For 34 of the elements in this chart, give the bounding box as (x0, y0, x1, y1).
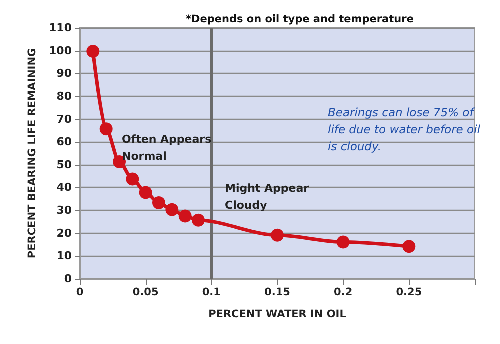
y-tick-label: 110 (49, 22, 72, 34)
point (100, 122, 113, 136)
y-tick-label: 40 (56, 181, 72, 194)
point (271, 228, 284, 242)
x-tick-label: 0.1 (202, 286, 221, 298)
y-tick-label: 70 (56, 112, 72, 126)
annotation: Might Appear Cloudy (225, 182, 313, 212)
text: *Depends on oil type and temperature (186, 14, 414, 26)
x-tick-label: 0.25 (396, 286, 422, 298)
point (192, 214, 205, 227)
x-tick-label: 0 (76, 286, 84, 298)
y-tick-label: 60 (56, 136, 72, 149)
y-tick-label: 30 (56, 204, 72, 218)
y-tick-label: 100 (49, 44, 72, 58)
y-tick-label: 90 (56, 67, 72, 80)
y-tick-label: 20 (56, 226, 72, 240)
point (178, 210, 192, 223)
point (336, 236, 350, 249)
point (152, 196, 166, 210)
point (86, 45, 100, 58)
y-tick-label: 0 (64, 272, 72, 286)
y-tick-label: 10 (56, 250, 72, 263)
y-axis-title: PERCENT BEARING LIFE REMAINING (26, 48, 38, 259)
x-tick-label: 0.15 (264, 286, 290, 298)
point (402, 240, 416, 254)
x-tick-label: 0.2 (334, 286, 353, 298)
point (139, 186, 152, 200)
point (166, 203, 179, 216)
annotation: Bearings can lose 75% of life due to water before oil is cloudy. (328, 106, 484, 154)
y-tick-label: 80 (56, 90, 72, 103)
point (126, 172, 140, 186)
x-axis-title: PERCENT WATER IN OIL (208, 308, 347, 320)
y-tick-label: 50 (56, 158, 72, 172)
x-tick-label: 0.05 (132, 286, 159, 298)
